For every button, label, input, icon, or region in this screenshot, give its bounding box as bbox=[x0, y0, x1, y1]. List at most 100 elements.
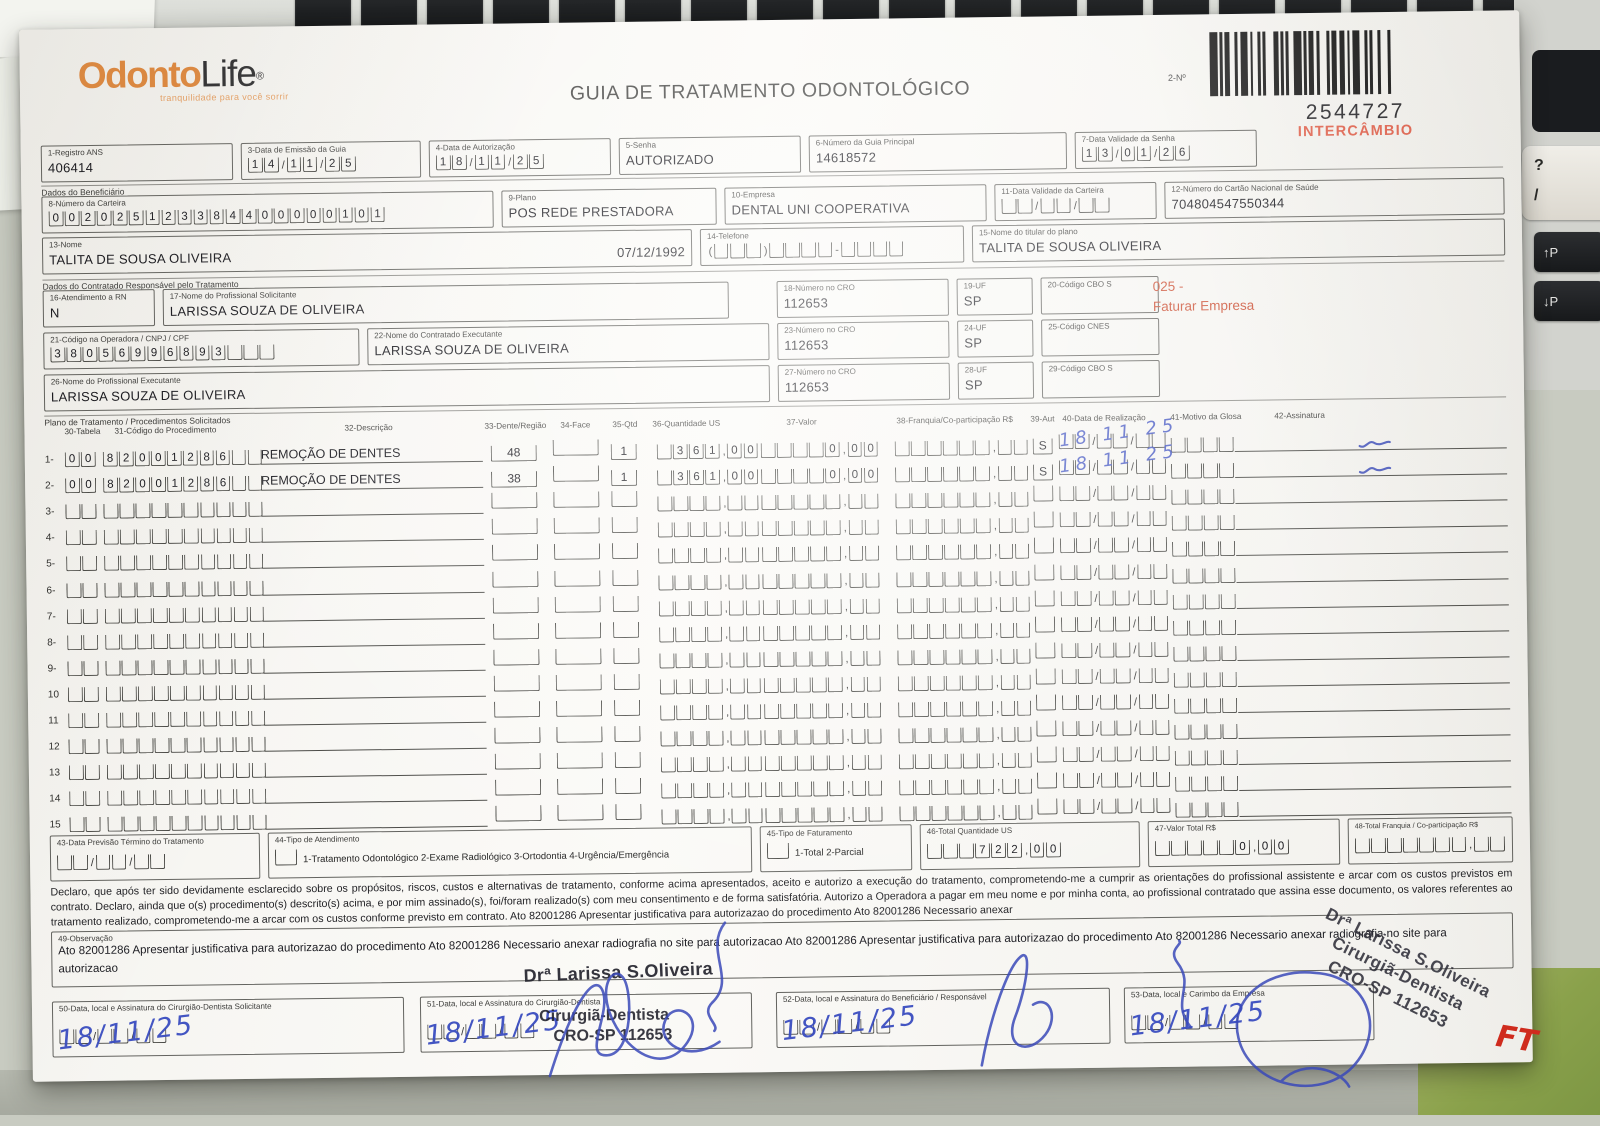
franquia-comb: , bbox=[896, 596, 1035, 614]
codigo-procedimento-comb bbox=[106, 762, 267, 780]
dente-regiao bbox=[492, 622, 540, 640]
motivo-glosa-comb bbox=[1171, 515, 1236, 532]
data-realizacao-comb: / / bbox=[1060, 589, 1170, 606]
codigo-procedimento-comb bbox=[106, 710, 266, 728]
face bbox=[556, 752, 603, 770]
face bbox=[554, 569, 601, 587]
face bbox=[557, 778, 604, 796]
faturar-empresa-note: 025 - Faturar Empresa bbox=[1152, 278, 1255, 315]
valor-comb: , bbox=[765, 807, 899, 824]
field-empresa: 10-Empresa DENTAL UNI COOPERATIVA bbox=[724, 184, 987, 225]
motivo-glosa-comb bbox=[1172, 593, 1237, 610]
descricao: REMOÇÃO DE DENTES bbox=[261, 471, 484, 491]
handwritten-date: 18/11/25 bbox=[779, 1000, 920, 1048]
handwritten-ft-mark: FT bbox=[1493, 1019, 1540, 1060]
motivo-glosa-comb bbox=[1174, 724, 1238, 740]
tabela-comb bbox=[66, 582, 104, 598]
field-validade-senha: 7-Data Validade da Senha 1 3/0 1/2 6 bbox=[1074, 129, 1258, 170]
dente-regiao bbox=[494, 701, 541, 718]
quantidade bbox=[614, 699, 641, 717]
field-profissional-solicitante: 17-Nome do Profissional Solicitante LARI… bbox=[162, 281, 730, 327]
row-number: 15 bbox=[49, 819, 61, 831]
codigo-procedimento-comb bbox=[104, 580, 264, 598]
descricao bbox=[263, 679, 486, 700]
descricao bbox=[264, 731, 487, 752]
dente-regiao bbox=[494, 753, 541, 770]
franquia-comb: , bbox=[897, 674, 1036, 692]
assinatura-line bbox=[1239, 796, 1512, 818]
valor-comb: , bbox=[762, 598, 897, 615]
franquia-comb: , bbox=[896, 544, 1034, 561]
row-number: 2- bbox=[45, 480, 55, 492]
field-cbo-20: 20-Código CBO S bbox=[1040, 275, 1159, 315]
motivo-glosa-comb bbox=[1173, 619, 1237, 636]
field-atendimento-rn: 16-Atendimento a RN N bbox=[42, 289, 156, 328]
tabela-comb bbox=[67, 660, 105, 677]
valor-comb: , bbox=[761, 520, 896, 537]
autorizado-flag bbox=[1036, 772, 1058, 789]
dente-regiao bbox=[491, 544, 539, 562]
question-glyph: ? bbox=[1534, 157, 1544, 174]
form-title: GUIA DE TRATAMENTO ODONTOLÓGICO bbox=[569, 77, 971, 105]
assinatura-line bbox=[1238, 718, 1511, 740]
franquia-comb: , bbox=[894, 439, 1033, 457]
quantidade bbox=[611, 517, 638, 534]
assinatura-line bbox=[1235, 535, 1509, 557]
signature-scribble-dentist bbox=[548, 972, 721, 1078]
tabela-comb bbox=[68, 765, 107, 781]
field-profissional-executante: 26-Nome do Profissional Executante LARIS… bbox=[43, 365, 771, 412]
assinatura-line bbox=[1234, 431, 1507, 453]
keyboard-key-partial bbox=[1532, 50, 1600, 132]
codigo-procedimento-comb bbox=[104, 554, 264, 572]
field-telefone: 14-Telefone () - bbox=[699, 225, 965, 266]
quantidade bbox=[611, 491, 638, 508]
registered-mark-icon: ® bbox=[255, 70, 265, 83]
motivo-glosa-comb bbox=[1174, 750, 1239, 767]
field-plano: 9-Plano POS REDE PRESTADORA bbox=[501, 187, 717, 228]
quantidade-us-comb: , bbox=[657, 495, 761, 512]
autorizado-flag bbox=[1034, 590, 1055, 607]
descricao bbox=[262, 601, 485, 622]
descricao bbox=[261, 523, 484, 544]
data-realizacao-comb: / / bbox=[1061, 693, 1171, 711]
row-number: 10 bbox=[47, 689, 60, 701]
codigo-procedimento-comb bbox=[107, 815, 268, 833]
franquia-comb: , bbox=[897, 648, 1035, 666]
quantidade bbox=[612, 595, 639, 612]
field-data-emissao: 3-Data de Emissão da Guia 1 4/1 1/2 5 bbox=[240, 140, 422, 180]
autorizado-flag bbox=[1034, 616, 1056, 633]
motivo-glosa-comb bbox=[1173, 671, 1238, 688]
franquia-comb: , bbox=[899, 805, 1037, 822]
motivo-glosa-comb bbox=[1172, 567, 1236, 584]
row-number: 8- bbox=[47, 637, 57, 649]
tabela-comb bbox=[67, 634, 105, 651]
logo-life: Life bbox=[200, 52, 257, 95]
dente-regiao bbox=[491, 518, 538, 536]
dente-regiao bbox=[495, 779, 542, 797]
quantidade bbox=[614, 752, 641, 769]
dente-regiao bbox=[493, 648, 540, 666]
assinatura-line bbox=[1236, 561, 1509, 583]
data-realizacao-comb: / / bbox=[1061, 641, 1170, 659]
motivo-glosa-comb bbox=[1171, 489, 1235, 506]
autorizado-flag: S bbox=[1032, 464, 1054, 481]
quantidade-us-comb: , bbox=[661, 782, 765, 799]
assinatura-line bbox=[1236, 614, 1510, 635]
field-tipo-faturamento: 45-Tipo de Faturamento 1-Total 2-Parcial bbox=[759, 824, 913, 873]
autorizado-flag bbox=[1033, 537, 1055, 555]
face bbox=[556, 700, 603, 717]
descricao bbox=[264, 758, 487, 778]
quantidade bbox=[613, 647, 640, 664]
autorizado-flag bbox=[1037, 798, 1058, 816]
quantidade-us-comb: , bbox=[660, 756, 765, 773]
field-previsao-termino: 43-Data Previsão Término do Tratamento /… bbox=[49, 832, 261, 882]
quantidade bbox=[612, 621, 640, 638]
field-cro-23: 23-Número no CRO 112653 bbox=[777, 320, 950, 360]
quantidade bbox=[615, 804, 642, 821]
